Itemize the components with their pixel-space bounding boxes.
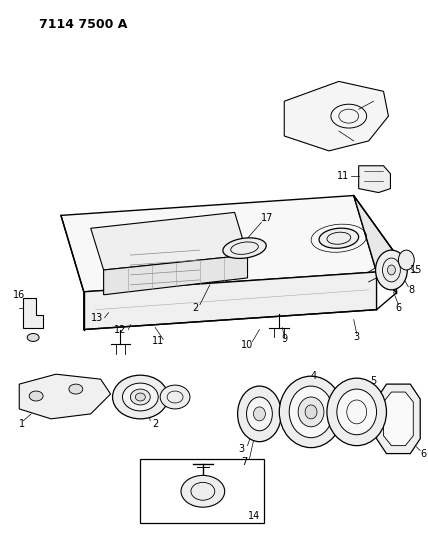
Polygon shape [23, 298, 43, 328]
Text: 10: 10 [241, 341, 254, 350]
Ellipse shape [298, 397, 324, 427]
Polygon shape [359, 166, 390, 192]
Ellipse shape [69, 384, 83, 394]
Bar [140, 458, 265, 523]
Ellipse shape [223, 238, 266, 259]
Ellipse shape [113, 375, 168, 419]
Text: 15: 15 [410, 265, 422, 275]
Text: 14: 14 [248, 511, 261, 521]
Ellipse shape [247, 397, 272, 431]
Polygon shape [277, 409, 284, 419]
Text: 16: 16 [13, 290, 26, 300]
Text: 11: 11 [336, 171, 349, 181]
Text: 4: 4 [311, 371, 317, 381]
Text: 8: 8 [408, 285, 414, 295]
Ellipse shape [160, 385, 190, 409]
Polygon shape [84, 272, 377, 329]
Text: 7: 7 [241, 457, 248, 466]
Ellipse shape [327, 378, 386, 446]
Ellipse shape [375, 250, 407, 290]
Polygon shape [91, 213, 247, 270]
Ellipse shape [305, 405, 317, 419]
Text: 6: 6 [420, 449, 426, 458]
Ellipse shape [279, 376, 343, 448]
Polygon shape [383, 392, 413, 446]
Ellipse shape [181, 475, 225, 507]
Text: 12: 12 [114, 325, 127, 335]
Polygon shape [19, 374, 110, 419]
Text: 17: 17 [261, 213, 273, 223]
Ellipse shape [387, 265, 395, 275]
Polygon shape [354, 196, 396, 293]
Text: 6: 6 [395, 303, 401, 313]
Ellipse shape [289, 386, 333, 438]
Ellipse shape [27, 334, 39, 342]
Ellipse shape [131, 389, 150, 405]
Ellipse shape [122, 383, 158, 411]
Ellipse shape [238, 386, 281, 442]
Ellipse shape [319, 228, 359, 248]
Text: 1: 1 [19, 419, 25, 429]
Polygon shape [240, 399, 247, 407]
Ellipse shape [29, 391, 43, 401]
Polygon shape [61, 196, 377, 292]
Text: 2: 2 [152, 419, 158, 429]
Text: 2: 2 [192, 303, 198, 313]
Text: 11: 11 [152, 336, 164, 346]
Ellipse shape [337, 389, 377, 435]
Text: 5: 5 [371, 376, 377, 386]
Ellipse shape [398, 250, 414, 270]
Ellipse shape [135, 393, 145, 401]
Text: 13: 13 [91, 313, 103, 322]
Text: 9: 9 [281, 334, 287, 344]
Text: 3: 3 [354, 333, 360, 343]
Text: 7114 7500 A: 7114 7500 A [39, 18, 128, 31]
Polygon shape [377, 384, 420, 454]
Polygon shape [104, 255, 247, 295]
Polygon shape [284, 82, 389, 151]
Text: 3: 3 [238, 443, 245, 454]
Ellipse shape [253, 407, 265, 421]
